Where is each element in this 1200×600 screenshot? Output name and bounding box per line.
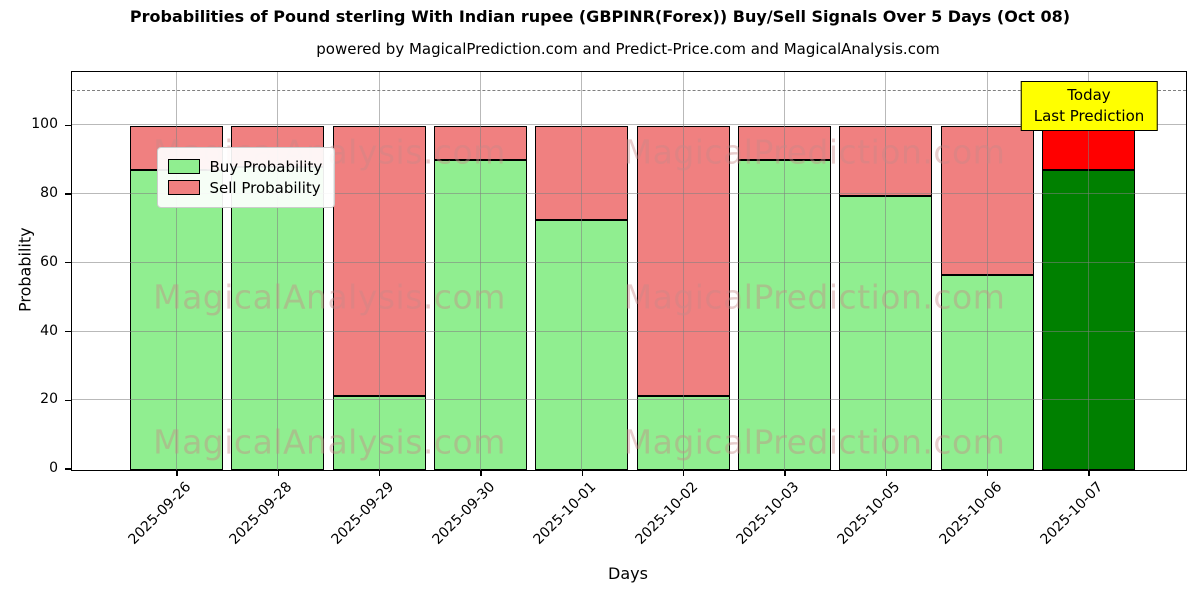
y-tick-label: 40: [40, 322, 58, 339]
y-tickmark: [65, 399, 71, 401]
x-tick-label: 2025-09-29: [328, 479, 397, 548]
y-axis-label: Probability: [15, 227, 35, 312]
v-gridline: [783, 71, 785, 470]
y-tick-label: 80: [40, 185, 58, 202]
h-gridline: [71, 261, 1186, 263]
x-tick-label: 2025-10-07: [1037, 479, 1107, 548]
legend-buy-label: Buy Probability: [209, 157, 323, 176]
v-gridline: [176, 71, 177, 470]
dashed-threshold-line: [71, 90, 1186, 92]
watermark-text: MagicalPrediction.com: [623, 132, 1006, 171]
watermark-text: MagicalPrediction.com: [623, 422, 1006, 461]
x-tick-label: 2025-10-02: [632, 479, 701, 548]
x-tick-label: 2025-10-06: [936, 479, 1005, 548]
x-tickmark: [1088, 470, 1090, 476]
y-tickmark: [65, 330, 71, 333]
x-tick-label: 2025-10-05: [834, 479, 904, 548]
y-tickmark: [65, 124, 71, 126]
buy-swatch: [167, 159, 200, 174]
y-tickmark: [65, 262, 71, 264]
watermark-text: MagicalAnalysis.com: [153, 277, 506, 316]
watermark-text: MagicalAnalysis.com: [153, 422, 506, 461]
x-axis-label: Days: [608, 564, 648, 583]
v-gridline: [682, 71, 684, 470]
v-gridline: [1087, 71, 1089, 470]
watermark-text: MagicalPrediction.com: [623, 277, 1006, 316]
today-annotation: Today Last Prediction: [1020, 81, 1158, 131]
x-tickmark: [480, 470, 482, 476]
legend: Buy Probability Sell Probability: [156, 146, 336, 208]
today-annotation-line2: Last Prediction: [1033, 107, 1145, 125]
y-tick-label: 0: [49, 460, 58, 476]
x-tickmark: [784, 470, 786, 476]
x-tickmark: [176, 470, 178, 476]
x-tickmark: [683, 470, 685, 476]
sell-swatch: [167, 180, 200, 195]
x-tick-label: 2025-09-30: [429, 479, 499, 548]
v-gridline: [277, 71, 279, 470]
x-tickmark: [581, 470, 583, 476]
plot-area: Buy Probability Sell Probability Magical…: [70, 70, 1187, 471]
v-gridline: [885, 71, 887, 470]
y-tick-label: 100: [31, 116, 58, 133]
legend-item-sell: Sell Probability: [167, 178, 323, 197]
x-tickmark: [277, 470, 279, 476]
x-tickmark: [379, 470, 381, 476]
y-tickmark: [65, 193, 71, 195]
y-tickmark: [65, 468, 71, 470]
v-gridline: [378, 71, 380, 470]
x-tickmark: [987, 470, 989, 476]
y-tick-label: 20: [40, 391, 58, 408]
v-gridline: [986, 71, 988, 470]
x-tick-label: 2025-10-03: [733, 479, 803, 548]
legend-item-buy: Buy Probability: [167, 157, 323, 176]
x-tick-label: 2025-09-26: [125, 479, 195, 548]
h-gridline: [71, 399, 1186, 401]
y-tick-label: 60: [40, 253, 58, 270]
v-gridline: [479, 71, 481, 470]
today-annotation-line1: Today: [1067, 86, 1111, 104]
h-gridline: [71, 124, 1186, 126]
chart-subtitle: powered by MagicalPrediction.com and Pre…: [316, 40, 940, 58]
x-tick-label: 2025-09-28: [226, 479, 296, 548]
x-tick-label: 2025-10-01: [530, 479, 600, 548]
h-gridline: [71, 193, 1186, 195]
x-tickmark: [885, 470, 887, 476]
h-gridline: [71, 330, 1186, 332]
v-gridline: [581, 71, 583, 470]
legend-sell-label: Sell Probability: [209, 178, 321, 197]
chart-title: Probabilities of Pound sterling With Ind…: [129, 7, 1071, 26]
